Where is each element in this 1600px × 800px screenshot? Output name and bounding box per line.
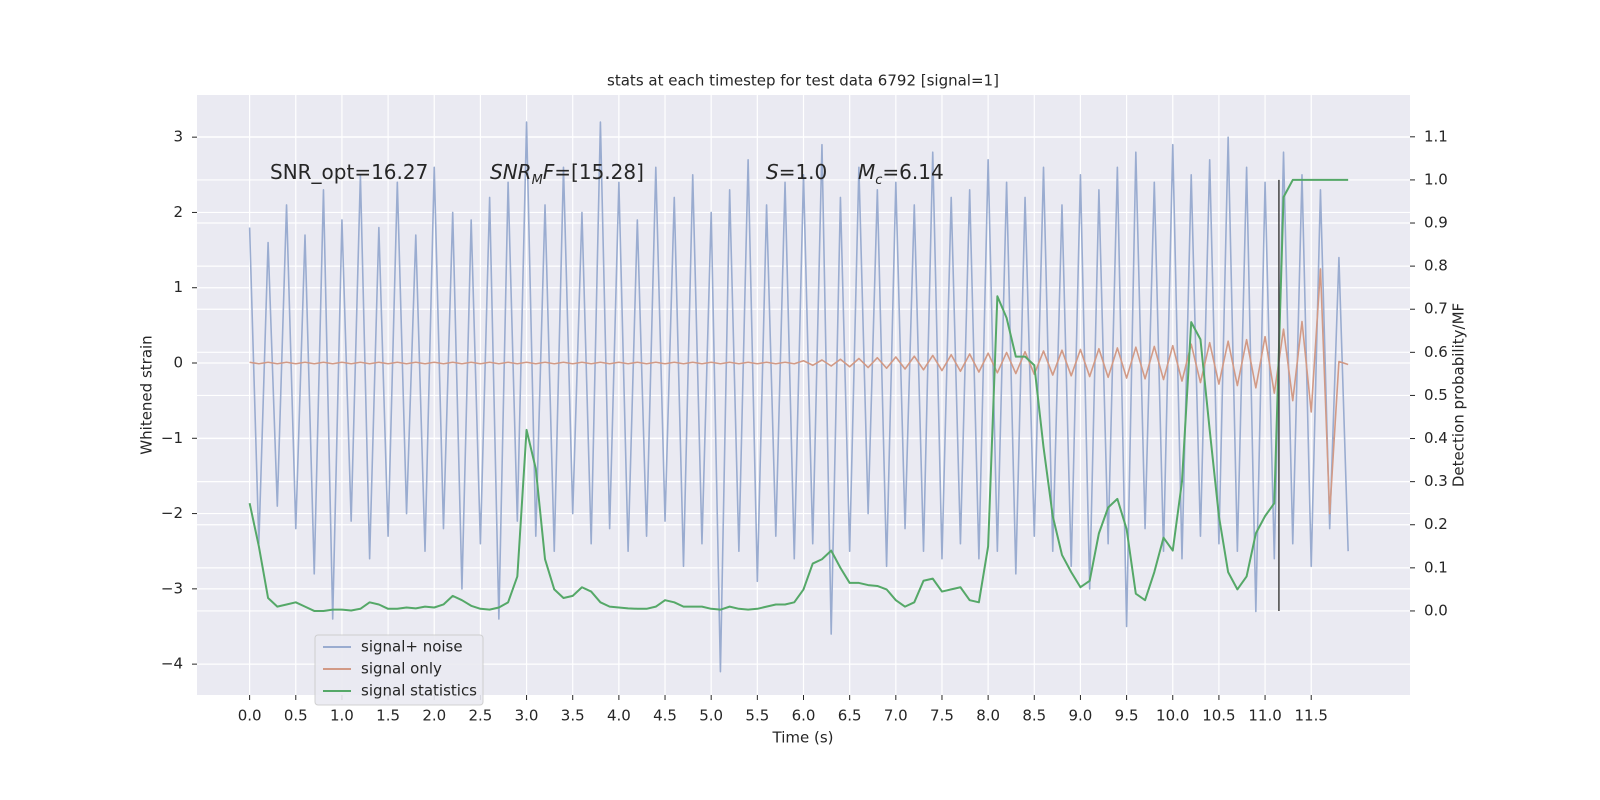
x-tick-label: 2.0 [422, 707, 446, 725]
x-tick-label: 7.0 [884, 707, 908, 725]
y2-tick-label: 0.8 [1424, 257, 1448, 275]
x-tick-label: 1.0 [330, 707, 354, 725]
annotation: S=1.0 [766, 160, 827, 184]
y2-tick-label: 0.9 [1424, 214, 1448, 232]
marks [248, 121, 1349, 673]
x-tick-label: 3.0 [515, 707, 539, 725]
annotation-part: SNR_opt=16.27 [270, 160, 428, 184]
y2-tick-label: 0.6 [1424, 343, 1448, 361]
x-axis-label: Time (s) [772, 729, 834, 747]
legend-label: signal+ noise [361, 638, 463, 656]
y2-tick-label: 1.1 [1424, 127, 1448, 145]
x-tick-label: 4.5 [653, 707, 677, 725]
legend-label: signal only [361, 660, 442, 678]
y2-tick-label: 0.1 [1424, 558, 1448, 576]
y2-tick-label: 0.7 [1424, 300, 1448, 318]
annotation: SNR_opt=16.27 [270, 160, 428, 184]
y-tick-label: −4 [161, 655, 183, 673]
x-tick-label: 4.0 [607, 707, 631, 725]
series-line [249, 268, 1349, 515]
y2-tick-label: 0.5 [1424, 386, 1448, 404]
x-tick-label: 3.5 [561, 707, 585, 725]
ticks: 0.0 0.5 1.0 1.5 2.0 2.5 3.0 3.5 4.0 4.5 5.0 5.5 6.0 6… [161, 127, 1448, 724]
annotation-part: =[15.28] [554, 160, 644, 184]
x-tick-label: 0.5 [284, 707, 308, 725]
y-tick-label: −2 [161, 504, 183, 522]
y2-axis-label: Detection probability/MF [1450, 303, 1468, 487]
x-tick-label: 9.0 [1069, 707, 1093, 725]
x-tick-label: 7.5 [930, 707, 954, 725]
x-tick-label: 6.0 [792, 707, 816, 725]
x-tick-label: 9.5 [1115, 707, 1139, 725]
annotation-part: =1.0 [779, 160, 828, 184]
x-tick-label: 11.5 [1295, 707, 1328, 725]
y-axis-label: Whitened strain [138, 335, 156, 454]
y-tick-label: 2 [173, 203, 183, 221]
x-tick-label: 8.5 [1022, 707, 1046, 725]
annotation-part: c [875, 173, 882, 188]
y2-tick-label: 0.3 [1424, 472, 1448, 490]
x-tick-label: 6.5 [838, 707, 862, 725]
annotation: Mc=6.14 [858, 160, 944, 189]
x-tick-label: 5.5 [745, 707, 769, 725]
y2-tick-label: 1.0 [1424, 170, 1448, 188]
annotation-part: S [766, 160, 779, 184]
y2-tick-label: 0.4 [1424, 429, 1448, 447]
legend-box [314, 634, 484, 706]
x-tick-label: 10.0 [1156, 707, 1189, 725]
x-tick-label: 10.5 [1202, 707, 1235, 725]
series-line [248, 121, 1349, 673]
y-tick-label: −3 [161, 579, 183, 597]
x-tick-label: 0.0 [238, 707, 262, 725]
series-line [248, 178, 1349, 612]
legend-label: signal statistics [361, 682, 477, 700]
annotation-part: =6.14 [882, 160, 943, 184]
annotation-part: M [858, 160, 875, 184]
x-tick-label: 8.0 [976, 707, 1000, 725]
x-tick-label: 5.0 [699, 707, 723, 725]
annotation-part: SNR [490, 160, 532, 184]
y-tick-label: −1 [161, 429, 183, 447]
y2-tick-label: 0.0 [1424, 601, 1448, 619]
y-tick-label: 0 [173, 354, 183, 372]
chart-title: stats at each timestep for test data 679… [607, 72, 999, 90]
y2-tick-label: 0.2 [1424, 515, 1448, 533]
x-tick-label: 2.5 [468, 707, 492, 725]
annotation-part: F [543, 160, 555, 184]
y-tick-label: 1 [173, 278, 183, 296]
x-tick-label: 1.5 [376, 707, 400, 725]
x-tick-label: 11.0 [1248, 707, 1281, 725]
annotation: SNRMF=[15.28] [490, 160, 644, 189]
legend: signal+ noise signal only signal statistic… [314, 634, 484, 706]
annotation-part: M [532, 173, 543, 188]
y-tick-label: 3 [173, 128, 183, 146]
